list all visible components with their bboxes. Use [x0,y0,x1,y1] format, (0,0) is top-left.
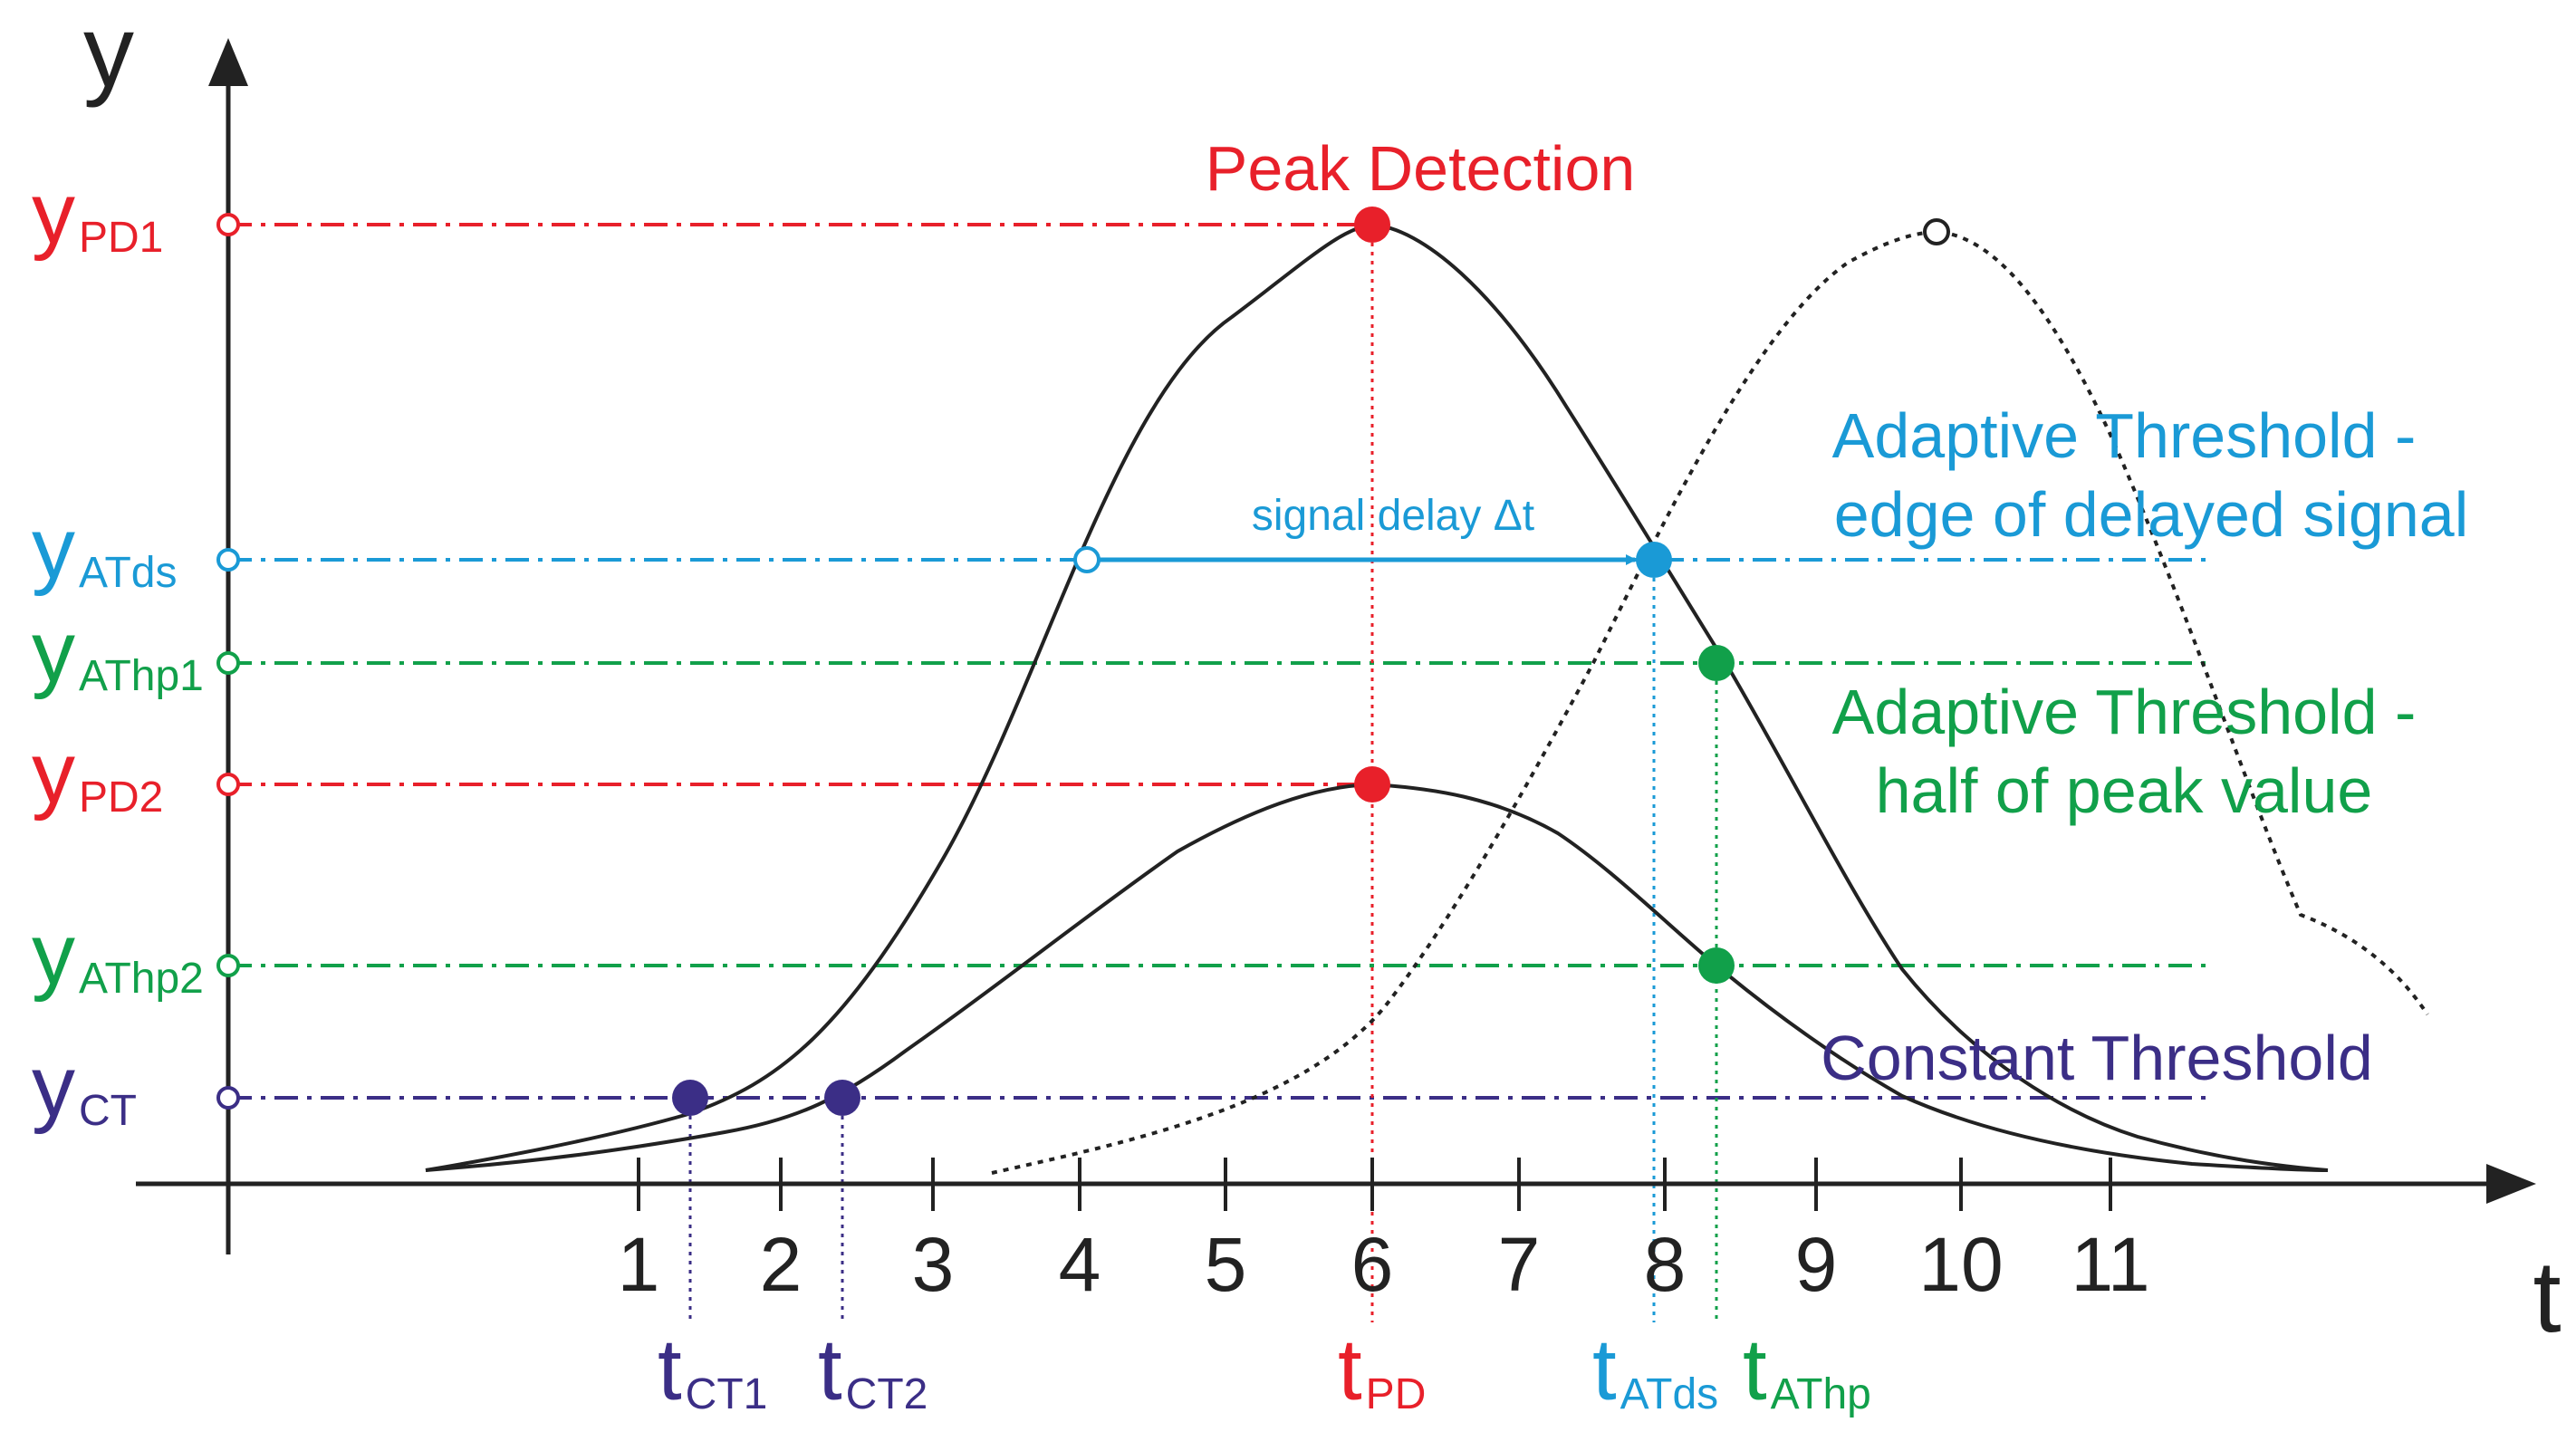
constant-threshold-point-1 [672,1080,708,1116]
label-y-athp1: yAThp1 [32,603,204,700]
y-axis-point-pd1 [216,213,240,236]
label-t-atds: tATds [1592,1321,1718,1418]
x-tick-label: 2 [760,1222,803,1307]
delay-start-point [1073,546,1101,573]
x-tick-label: 9 [1795,1222,1838,1307]
x-tick-label: 3 [912,1222,955,1307]
label-t-ct2: tCT2 [818,1321,928,1418]
y-axis-point-atds [216,548,240,572]
delayed-peak-point [1923,218,1950,245]
label-y-atds: yATds [32,500,177,597]
delayed-edge-point [1636,542,1672,578]
x-tick-label: 10 [1918,1222,2003,1307]
peak-point-pd1 [1354,207,1390,243]
x-axis-arrow [2486,1164,2536,1204]
peak-point-pd2 [1354,766,1390,802]
x-tick-label: 1 [618,1222,660,1307]
label-t-athp: tAThp [1743,1321,1871,1418]
constant-threshold-label: Constant Threshold [1821,1023,2373,1093]
signal-delay-label: signal delay Δt [1252,492,1534,540]
y-axis-point-ct [216,1086,240,1110]
y-axis-point-pd2 [216,773,240,796]
half-peak-point-1 [1698,645,1735,681]
adaptive-threshold-half-line1: Adaptive Threshold - [1832,677,2417,747]
x-tick-label: 8 [1644,1222,1687,1307]
x-tick-label: 4 [1059,1222,1101,1307]
y-axis-point-athp1 [216,651,240,675]
peak-detection-label: Peak Detection [1206,133,1636,204]
large-signal-curve [425,222,2329,1172]
adaptive-threshold-delayed-line1: Adaptive Threshold - [1832,400,2417,471]
x-tick-label: 7 [1498,1222,1541,1307]
y-axis-arrow [208,38,248,86]
y-axis-point-athp2 [216,954,240,977]
constant-threshold-point-2 [824,1080,860,1116]
half-peak-point-2 [1698,947,1735,984]
x-axis-label: t [2533,1240,2561,1353]
label-t-ct1: tCT1 [658,1321,767,1418]
adaptive-threshold-half-line2: half of peak value [1876,755,2373,826]
y-axis-label: y [83,0,134,108]
x-tick-label: 5 [1205,1222,1247,1307]
x-tick-label: 6 [1351,1222,1394,1307]
label-y-pd2: yPD2 [32,725,163,822]
label-y-athp2: yAThp2 [32,906,204,1003]
label-y-pd1: yPD1 [32,165,163,262]
label-y-ct: yCT [32,1038,137,1135]
small-signal-curve [425,782,2329,1172]
adaptive-threshold-delayed-line2: edge of delayed signal [1834,479,2469,550]
x-tick-label: 11 [2071,1222,2149,1307]
label-t-pd: tPD [1338,1321,1426,1418]
